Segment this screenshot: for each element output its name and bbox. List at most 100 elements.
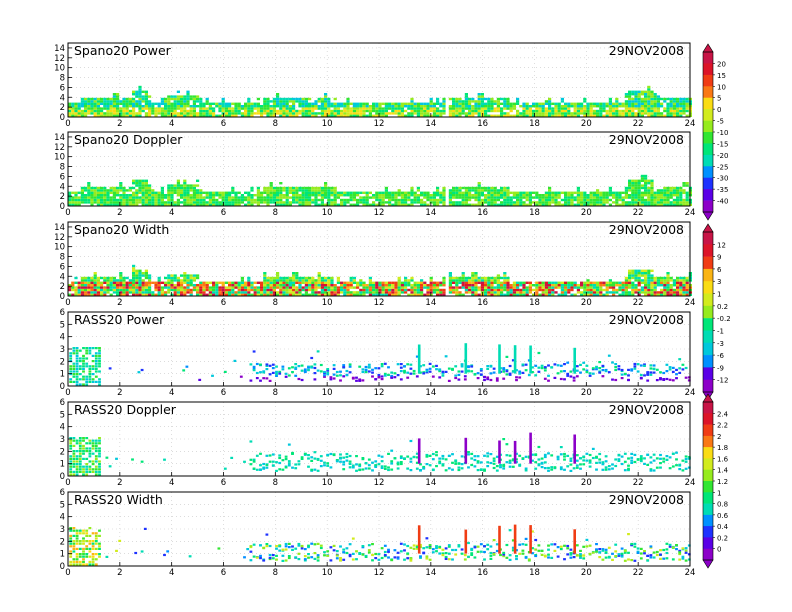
data-cell: [679, 100, 683, 103]
data-cell: [522, 107, 526, 110]
data-cell: [313, 363, 317, 366]
data-cell: [272, 109, 276, 113]
data-cell: [160, 114, 164, 117]
data-cell: [170, 191, 174, 194]
data-cell: [589, 105, 593, 108]
data-cell: [215, 194, 219, 197]
data-cell: [98, 460, 101, 463]
data-cell: [157, 286, 161, 289]
data-cell: [87, 105, 91, 108]
data-cell: [308, 203, 312, 206]
data-cell: [122, 198, 126, 202]
data-cell: [592, 109, 596, 113]
data-cell: [301, 194, 305, 197]
data-cell: [410, 191, 414, 194]
data-cell: [247, 286, 251, 289]
data-cell: [196, 203, 200, 206]
data-cell: [621, 293, 625, 296]
data-cell: [506, 196, 510, 199]
data-cell: [304, 97, 308, 101]
data-cell: [656, 191, 660, 194]
data-cell: [551, 196, 555, 199]
data-cell: [132, 269, 136, 272]
data-cell: [403, 365, 406, 368]
data-cell: [304, 288, 308, 292]
data-cell: [668, 378, 672, 381]
data-cell: [544, 112, 548, 115]
data-cell: [650, 102, 654, 105]
data-cell: [573, 109, 577, 113]
data-cell: [637, 274, 641, 277]
data-cell: [132, 102, 136, 105]
x-tick-label: 8: [273, 388, 278, 398]
data-cell: [656, 102, 660, 105]
data-cell: [90, 203, 94, 206]
data-cell: [452, 291, 456, 294]
data-cell: [640, 107, 644, 110]
data-cell: [557, 281, 561, 284]
data-cell: [650, 281, 654, 284]
data-cell: [71, 198, 75, 202]
data-cell: [205, 191, 209, 194]
data-cell: [93, 293, 97, 296]
data-cell: [308, 276, 312, 280]
data-cell: [98, 452, 101, 455]
data-cell: [148, 186, 152, 190]
data-cell: [672, 186, 676, 190]
data-cell: [109, 191, 113, 194]
data-cell: [173, 100, 177, 103]
data-cell: [531, 371, 534, 374]
data-cell: [560, 293, 564, 296]
data-cell: [425, 371, 429, 374]
data-cell: [682, 276, 686, 280]
data-cell: [631, 191, 635, 194]
data-cell: [551, 281, 555, 284]
data-cell: [224, 196, 228, 199]
data-cell: [464, 196, 468, 199]
data-cell: [471, 97, 475, 101]
data-cell: [471, 279, 475, 282]
data-cell: [679, 203, 683, 206]
data-cell: [170, 274, 174, 277]
data-cell: [144, 196, 148, 199]
data-cell: [77, 293, 81, 296]
data-cell: [410, 276, 414, 280]
data-cell: [292, 194, 296, 197]
data-cell: [679, 186, 683, 190]
data-cell: [279, 196, 283, 199]
data-cell: [551, 191, 555, 194]
data-cell: [192, 186, 196, 190]
data-cell: [272, 201, 276, 204]
data-cell: [314, 191, 318, 194]
data-cell: [122, 293, 126, 296]
data-cell: [72, 370, 76, 373]
data-cell: [288, 112, 292, 115]
data-cell: [480, 100, 484, 103]
data-cell: [682, 97, 686, 101]
data-cell: [394, 288, 398, 292]
data-cell: [425, 370, 429, 373]
data-cell: [484, 288, 488, 292]
data-cell: [647, 196, 651, 199]
data-cell: [94, 370, 98, 373]
data-cell: [106, 288, 110, 292]
data-cell: [666, 196, 670, 199]
data-cell: [420, 198, 424, 202]
panel-title: Spano20 Power: [74, 43, 172, 58]
data-cell: [471, 100, 475, 103]
data-cell: [576, 203, 580, 206]
data-cell: [343, 288, 347, 292]
data-cell: [548, 203, 552, 206]
data-cell: [586, 105, 590, 108]
data-cell: [183, 203, 187, 206]
data-cell: [653, 107, 657, 110]
data-cell: [448, 198, 452, 202]
data-cell: [119, 276, 123, 280]
data-cell: [276, 198, 280, 202]
data-cell: [666, 281, 670, 284]
data-cell: [431, 365, 435, 368]
data-cell: [138, 272, 142, 275]
data-cell: [298, 281, 302, 284]
data-cell: [375, 114, 379, 117]
data-cell: [192, 274, 196, 277]
